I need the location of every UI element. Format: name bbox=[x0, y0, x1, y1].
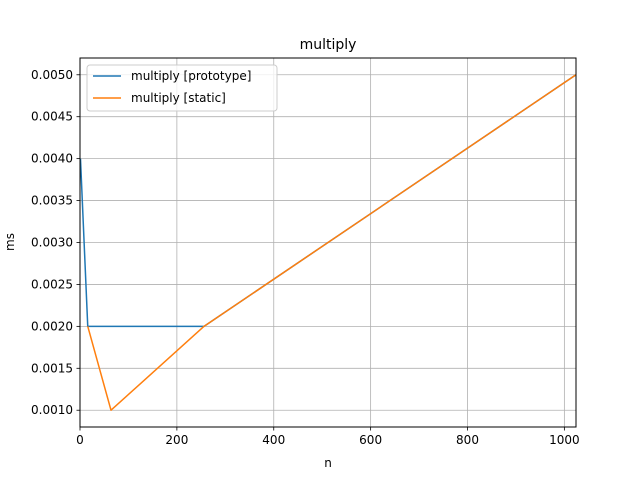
y-tick-label: 0.0030 bbox=[31, 236, 73, 250]
legend-box bbox=[86, 64, 278, 112]
series-line-2 bbox=[87, 74, 577, 411]
legend-label: multiply [static] bbox=[131, 91, 226, 105]
x-tick-label: 600 bbox=[359, 433, 382, 447]
y-axis-label: ms bbox=[3, 233, 17, 251]
y-axis: 0.0010 0.0015 0.0020 0.0025 0.0030 0.0035 0.00… bbox=[31, 68, 80, 417]
x-tick-label: 200 bbox=[165, 433, 188, 447]
chart-title: multiply bbox=[300, 37, 357, 53]
y-tick-label: 0.0015 bbox=[31, 361, 73, 375]
y-tick-label: 0.0045 bbox=[31, 110, 73, 124]
x-tick-label: 800 bbox=[456, 433, 479, 447]
legend: multiply [prototype] multiply [static] bbox=[86, 64, 278, 112]
x-tick-label: 0 bbox=[76, 433, 84, 447]
y-tick-label: 0.0025 bbox=[31, 277, 73, 291]
x-axis: 0 200 400 600 800 1000 bbox=[76, 427, 580, 447]
series-group bbox=[79, 74, 577, 411]
x-axis-label: n bbox=[324, 456, 332, 470]
legend-label: multiply [prototype] bbox=[131, 69, 251, 83]
x-tick-label: 400 bbox=[262, 433, 285, 447]
y-tick-label: 0.0050 bbox=[31, 68, 73, 82]
y-tick-label: 0.0010 bbox=[31, 403, 73, 417]
y-tick-label: 0.0040 bbox=[31, 152, 73, 166]
x-tick-label: 1000 bbox=[549, 433, 580, 447]
y-tick-label: 0.0020 bbox=[31, 319, 73, 333]
y-tick-label: 0.0035 bbox=[31, 194, 73, 208]
